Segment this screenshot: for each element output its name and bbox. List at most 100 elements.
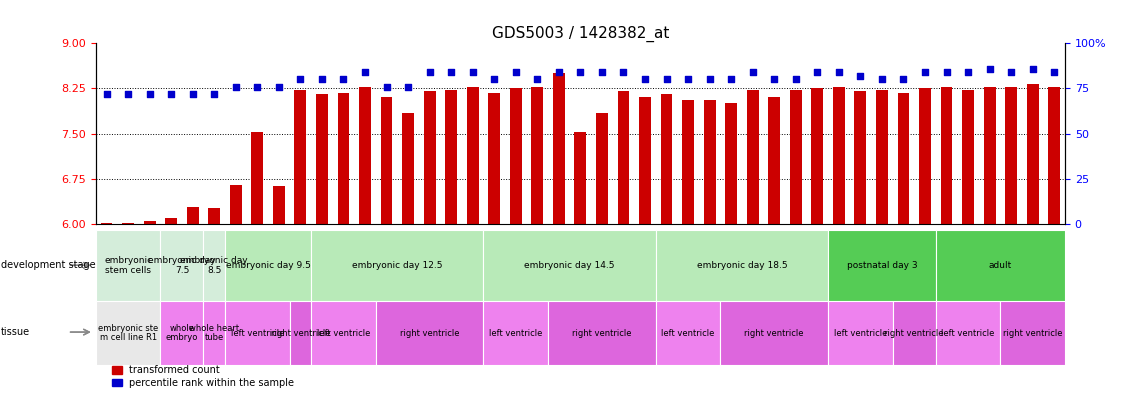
Bar xyxy=(532,86,543,224)
Bar xyxy=(790,90,801,224)
Bar xyxy=(187,207,198,224)
Bar xyxy=(660,94,673,224)
Point xyxy=(141,91,159,97)
Bar xyxy=(920,88,931,224)
Point xyxy=(356,69,374,75)
Text: right ventricle: right ventricle xyxy=(1003,329,1063,338)
Bar xyxy=(294,90,307,224)
Point xyxy=(442,69,460,75)
Bar xyxy=(935,301,1001,365)
Bar xyxy=(204,230,225,301)
Bar xyxy=(876,90,888,224)
Bar xyxy=(100,223,113,224)
Text: development stage: development stage xyxy=(1,260,96,270)
Bar xyxy=(656,230,828,301)
Text: embryonic day 9.5: embryonic day 9.5 xyxy=(225,261,311,270)
Point xyxy=(292,76,310,83)
Bar xyxy=(467,86,479,224)
Bar xyxy=(828,301,893,365)
Bar xyxy=(1005,86,1017,224)
Point xyxy=(916,69,934,75)
Point xyxy=(593,69,611,75)
Text: embryonic day
7.5: embryonic day 7.5 xyxy=(148,255,215,275)
Point xyxy=(959,69,977,75)
Point xyxy=(162,91,180,97)
Text: embryonic
stem cells: embryonic stem cells xyxy=(104,255,152,275)
Text: right ventricle: right ventricle xyxy=(573,329,632,338)
Point xyxy=(636,76,654,83)
Text: tissue: tissue xyxy=(1,327,30,337)
Bar xyxy=(656,301,720,365)
Bar xyxy=(935,230,1065,301)
Text: whole
embryo: whole embryo xyxy=(166,324,198,342)
Bar xyxy=(509,88,522,224)
Text: embryonic ste
m cell line R1: embryonic ste m cell line R1 xyxy=(98,324,158,342)
Bar xyxy=(488,93,500,224)
Bar xyxy=(854,92,867,224)
Bar xyxy=(483,301,548,365)
Bar xyxy=(204,301,225,365)
Point xyxy=(507,69,525,75)
Point xyxy=(808,69,826,75)
Point xyxy=(399,83,417,90)
Bar xyxy=(225,301,290,365)
Bar xyxy=(747,90,758,224)
Point xyxy=(1045,69,1063,75)
Bar xyxy=(160,301,204,365)
Bar xyxy=(596,112,607,224)
Point xyxy=(1002,69,1020,75)
Text: left ventricle: left ventricle xyxy=(834,329,887,338)
Text: postnatal day 3: postnatal day 3 xyxy=(846,261,917,270)
Text: left ventricle: left ventricle xyxy=(231,329,284,338)
Title: GDS5003 / 1428382_at: GDS5003 / 1428382_at xyxy=(491,26,669,42)
Point xyxy=(550,69,568,75)
Bar xyxy=(445,90,458,224)
Text: embryonic day 14.5: embryonic day 14.5 xyxy=(524,261,615,270)
Bar xyxy=(897,93,909,224)
Point xyxy=(269,83,287,90)
Text: whole heart
tube: whole heart tube xyxy=(189,324,239,342)
Point xyxy=(335,76,353,83)
Point xyxy=(744,69,762,75)
Text: embryonic day 12.5: embryonic day 12.5 xyxy=(352,261,443,270)
Bar xyxy=(941,86,952,224)
Text: right ventricle: right ventricle xyxy=(270,329,330,338)
Point xyxy=(378,83,396,90)
Point xyxy=(248,83,266,90)
Point xyxy=(851,73,869,79)
Bar xyxy=(290,301,311,365)
Bar xyxy=(483,230,656,301)
Point xyxy=(938,69,956,75)
Bar xyxy=(311,230,483,301)
Point xyxy=(205,91,223,97)
Text: left ventricle: left ventricle xyxy=(317,329,370,338)
Point xyxy=(614,69,632,75)
Point xyxy=(313,76,331,83)
Text: right ventricle: right ventricle xyxy=(745,329,804,338)
Bar xyxy=(833,86,845,224)
Bar xyxy=(984,86,995,224)
Bar xyxy=(311,301,375,365)
Bar xyxy=(375,301,483,365)
Text: right ventricle: right ventricle xyxy=(400,329,460,338)
Text: embryonic day 18.5: embryonic day 18.5 xyxy=(696,261,788,270)
Point xyxy=(420,69,438,75)
Bar xyxy=(424,92,435,224)
Bar xyxy=(1001,301,1065,365)
Bar xyxy=(769,97,780,224)
Bar xyxy=(893,301,935,365)
Point xyxy=(765,76,783,83)
Bar xyxy=(548,301,656,365)
Point xyxy=(571,69,589,75)
Bar xyxy=(720,301,828,365)
Point xyxy=(787,76,805,83)
Bar xyxy=(1048,86,1061,224)
Bar xyxy=(360,86,371,224)
Legend: transformed count, percentile rank within the sample: transformed count, percentile rank withi… xyxy=(112,365,294,388)
Point xyxy=(98,91,116,97)
Bar xyxy=(639,97,651,224)
Bar xyxy=(96,301,160,365)
Text: right ventricle: right ventricle xyxy=(885,329,944,338)
Bar xyxy=(230,185,241,224)
Text: embryonic day
8.5: embryonic day 8.5 xyxy=(180,255,248,275)
